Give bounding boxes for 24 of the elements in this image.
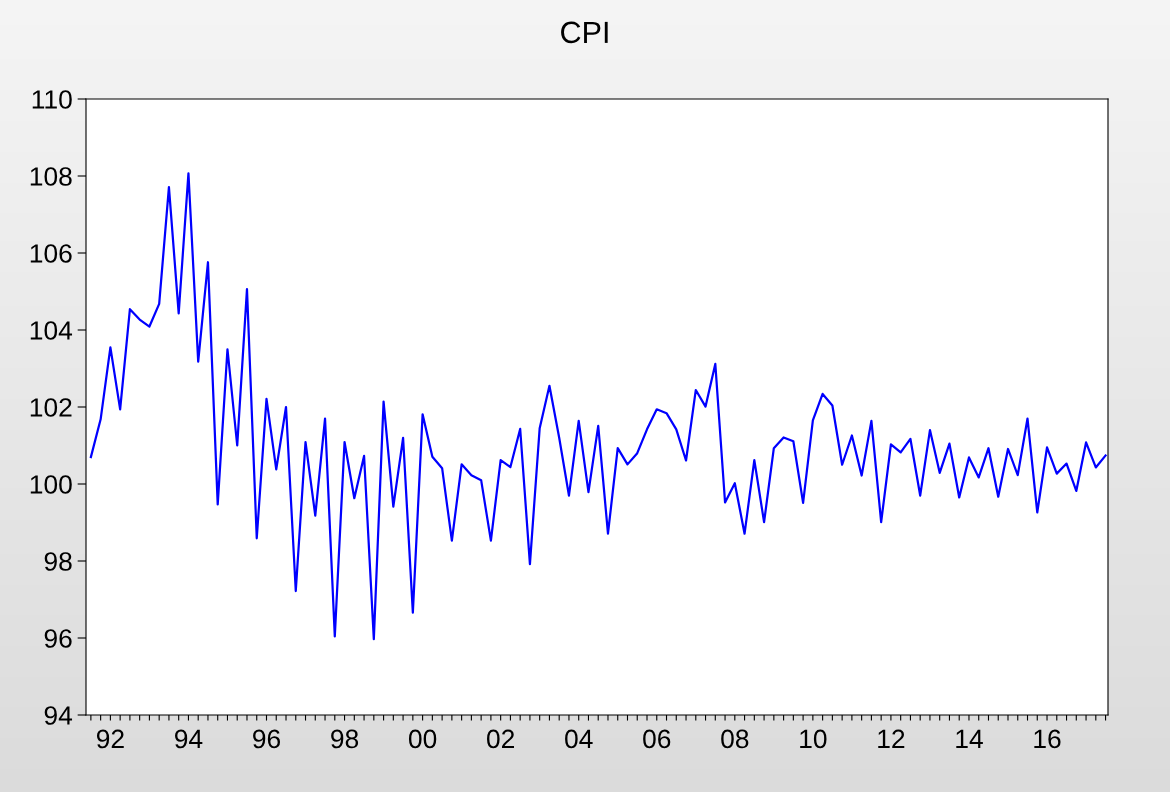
y-tick-label: 100 — [30, 475, 72, 494]
x-tick-label: 14 — [956, 729, 983, 749]
y-tick-label: 108 — [30, 167, 72, 186]
x-tick-label: 10 — [800, 729, 827, 749]
y-tick-label: 104 — [30, 321, 73, 340]
x-tick-label: 92 — [96, 729, 124, 749]
y-tick-label: 106 — [30, 244, 72, 263]
x-tick-label: 16 — [1034, 729, 1061, 749]
chart-title: CPI — [561, 21, 608, 44]
x-tick-label: 96 — [253, 729, 281, 749]
x-tick-label: 00 — [408, 729, 437, 749]
x-tick-label: 12 — [878, 729, 905, 749]
x-tick-label: 06 — [643, 729, 671, 749]
y-tick-label: 102 — [30, 398, 72, 417]
x-tick-label: 02 — [487, 729, 515, 749]
y-tick-label: 110 — [32, 90, 72, 109]
y-tick-label: 98 — [44, 552, 72, 571]
x-tick-label: 08 — [721, 729, 749, 749]
y-tick-label: 96 — [44, 629, 72, 648]
y-tick-label: 94 — [44, 706, 73, 725]
x-tick-label: 04 — [565, 729, 593, 749]
x-tick-label: 94 — [175, 729, 203, 749]
x-tick-label: 98 — [331, 729, 359, 749]
line-series — [89, 172, 1107, 641]
